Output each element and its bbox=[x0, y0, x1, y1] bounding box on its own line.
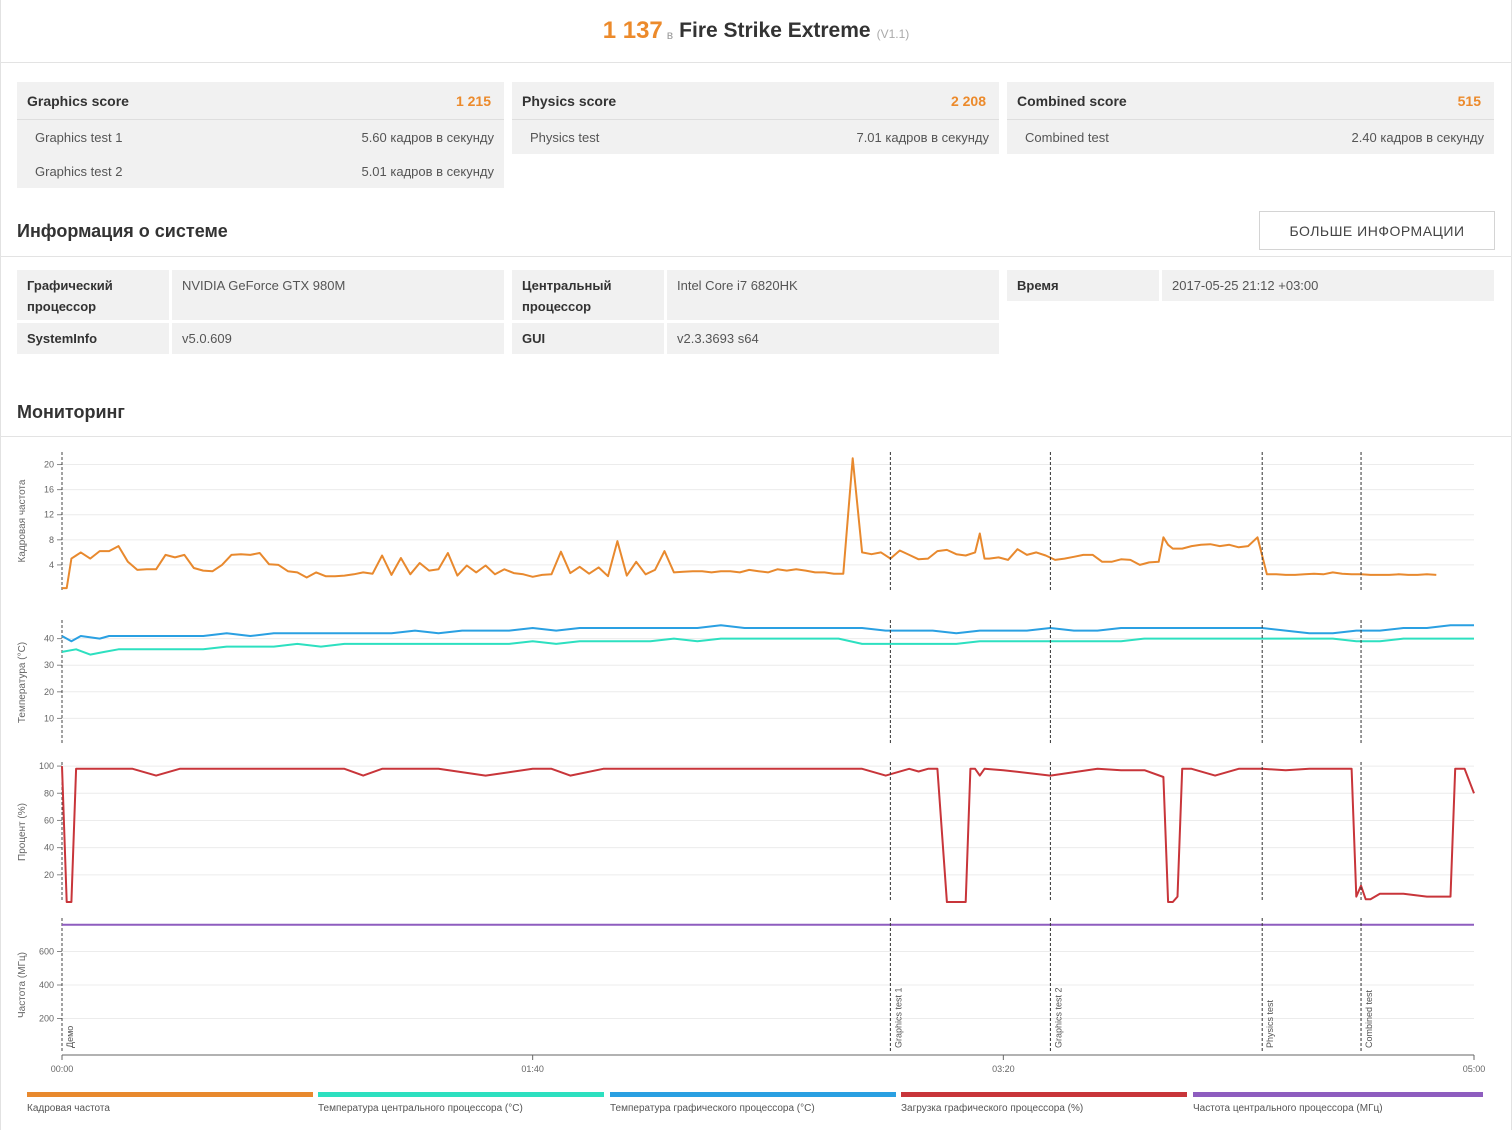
result-header: 1 137 в Fire Strike Extreme (V1.1) bbox=[0, 0, 1512, 63]
graphics-score-box: Graphics score 1 215 Graphics test 1 5.6… bbox=[17, 82, 504, 188]
monitoring-title: Мониторинг bbox=[17, 402, 125, 422]
y-axis-label: Процент (%) bbox=[17, 803, 28, 861]
phase-label: Physics test bbox=[1265, 999, 1275, 1048]
y-tick-label: 400 bbox=[39, 980, 54, 990]
y-tick-label: 20 bbox=[44, 687, 54, 697]
cpu-label: Центральный процессор bbox=[522, 278, 612, 314]
score-row-label: Graphics test 2 bbox=[35, 163, 123, 179]
legend-label: Кадровая частота bbox=[27, 1103, 110, 1114]
phase-label: Combined test bbox=[1364, 989, 1374, 1048]
gui-label: GUI bbox=[522, 331, 546, 346]
y-axis-label: Температура (°C) bbox=[17, 642, 28, 723]
y-tick-label: 80 bbox=[44, 788, 54, 798]
y-tick-label: 100 bbox=[39, 761, 54, 771]
x-tick-label: 05:00 bbox=[1463, 1064, 1486, 1074]
y-tick-label: 30 bbox=[44, 660, 54, 670]
legend-label: Температура центрального процессора (°C) bbox=[318, 1103, 523, 1114]
physics-score-title: Physics score bbox=[522, 92, 617, 109]
score-row: Graphics test 1 5.60 кадров в секунду bbox=[17, 120, 504, 154]
y-tick-label: 8 bbox=[49, 535, 54, 545]
score-row-value: 7.01 кадров в секунду bbox=[856, 129, 989, 145]
score-row: Physics test 7.01 кадров в секунду bbox=[512, 120, 999, 154]
legend-gpu-temp[interactable]: Температура графического процессора (°C) bbox=[610, 1092, 896, 1122]
gpu-label: Графический процессор bbox=[27, 278, 113, 314]
info-table-time: Время 2017-05-25 21:12 +03:00 bbox=[1007, 270, 1494, 301]
legend-swatch bbox=[27, 1092, 313, 1097]
series-line bbox=[61, 766, 1475, 903]
legend-label: Частота центрального процессора (МГц) bbox=[1193, 1103, 1383, 1114]
cpu-value: Intel Core i7 6820HK bbox=[677, 278, 798, 293]
score-row-value: 2.40 кадров в секунду bbox=[1351, 129, 1484, 145]
x-tick-label: 03:20 bbox=[992, 1064, 1015, 1074]
info-table-gpu: Графический процессор NVIDIA GeForce GTX… bbox=[17, 270, 504, 354]
time-label: Время bbox=[1017, 278, 1059, 293]
score-row-value: 5.60 кадров в секунду bbox=[361, 129, 494, 145]
phase-label: Демо bbox=[65, 1026, 75, 1048]
y-axis-label: Кадровая частота bbox=[17, 479, 28, 562]
info-table-cpu: Центральный процессор Intel Core i7 6820… bbox=[512, 270, 999, 354]
y-tick-label: 60 bbox=[44, 815, 54, 825]
x-tick-label: 00:00 bbox=[51, 1064, 74, 1074]
phase-label: Graphics test 2 bbox=[1053, 987, 1063, 1048]
divider bbox=[0, 436, 1512, 437]
gpu-value: NVIDIA GeForce GTX 980M bbox=[182, 278, 346, 293]
legend-label: Загрузка графического процессора (%) bbox=[901, 1103, 1084, 1114]
combined-score-value: 515 bbox=[1457, 92, 1481, 109]
score-row-label: Graphics test 1 bbox=[35, 129, 123, 145]
legend-framerate[interactable]: Кадровая частота bbox=[27, 1092, 313, 1122]
system-info-title: Информация о системе bbox=[17, 221, 228, 241]
score-in-word: в bbox=[666, 28, 674, 42]
y-tick-label: 40 bbox=[44, 634, 54, 644]
score-row: Combined test 2.40 кадров в секунду bbox=[1007, 120, 1494, 154]
systeminfo-label: SystemInfo bbox=[27, 331, 98, 346]
systeminfo-value: v5.0.609 bbox=[182, 331, 232, 346]
legend-cpu-temp[interactable]: Температура центрального процессора (°C) bbox=[318, 1092, 604, 1122]
legend-swatch bbox=[318, 1092, 604, 1097]
phase-label: Graphics test 1 bbox=[893, 987, 903, 1048]
series-line bbox=[61, 624, 1474, 643]
series-line bbox=[61, 637, 1474, 656]
y-tick-label: 16 bbox=[44, 485, 54, 495]
y-tick-label: 20 bbox=[44, 870, 54, 880]
divider bbox=[0, 256, 1512, 257]
y-tick-label: 4 bbox=[49, 560, 54, 570]
legend-swatch bbox=[901, 1092, 1187, 1097]
legend-swatch bbox=[610, 1092, 896, 1097]
physics-score-value: 2 208 bbox=[950, 92, 986, 109]
score-row-label: Physics test bbox=[530, 129, 600, 145]
score-row-label: Combined test bbox=[1025, 129, 1109, 145]
y-tick-label: 12 bbox=[44, 510, 54, 520]
legend-gpu-load[interactable]: Загрузка графического процессора (%) bbox=[901, 1092, 1187, 1122]
overall-score: 1 137 bbox=[602, 17, 663, 44]
legend-swatch bbox=[1193, 1092, 1483, 1097]
physics-score-box: Physics score 2 208 Physics test 7.01 ка… bbox=[512, 82, 999, 154]
graphics-score-value: 1 215 bbox=[455, 92, 491, 109]
x-tick-label: 01:40 bbox=[521, 1064, 544, 1074]
y-axis-label: Частота (МГц) bbox=[17, 952, 28, 1018]
score-row: Graphics test 2 5.01 кадров в секунду bbox=[17, 154, 504, 188]
score-row-value: 5.01 кадров в секунду bbox=[361, 163, 494, 179]
gui-value: v2.3.3693 s64 bbox=[677, 331, 759, 346]
benchmark-name[interactable]: Fire Strike Extreme bbox=[679, 19, 871, 42]
benchmark-version: (V1.1) bbox=[876, 27, 910, 41]
time-value: 2017-05-25 21:12 +03:00 bbox=[1172, 278, 1319, 293]
y-tick-label: 20 bbox=[44, 460, 54, 470]
y-tick-label: 200 bbox=[39, 1014, 54, 1024]
more-info-button[interactable]: БОЛЬШЕ ИНФОРМАЦИИ bbox=[1259, 211, 1495, 250]
y-tick-label: 600 bbox=[39, 947, 54, 957]
monitoring-chart[interactable]: 4 8 12 16 20 Кадровая частота 10 20 30 40 Температ… bbox=[0, 440, 1512, 1090]
combined-score-title: Combined score bbox=[1017, 92, 1127, 109]
y-tick-label: 10 bbox=[44, 713, 54, 723]
legend-label: Температура графического процессора (°C) bbox=[610, 1103, 815, 1114]
combined-score-box: Combined score 515 Combined test 2.40 ка… bbox=[1007, 82, 1494, 154]
series-line bbox=[62, 457, 1437, 590]
graphics-score-title: Graphics score bbox=[27, 92, 129, 109]
legend-cpu-freq[interactable]: Частота центрального процессора (МГц) bbox=[1193, 1092, 1483, 1122]
y-tick-label: 40 bbox=[44, 843, 54, 853]
